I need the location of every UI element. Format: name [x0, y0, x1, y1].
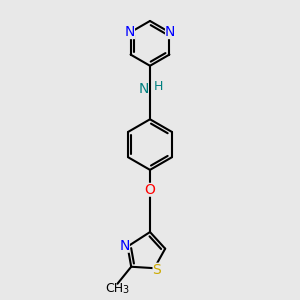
- Text: S: S: [152, 262, 161, 277]
- Text: N: N: [138, 82, 149, 96]
- Text: N: N: [165, 25, 175, 39]
- Text: 3: 3: [122, 285, 128, 295]
- Text: H: H: [153, 80, 163, 93]
- Text: N: N: [125, 25, 135, 39]
- Text: N: N: [119, 239, 130, 253]
- Text: O: O: [145, 183, 155, 197]
- Text: CH: CH: [106, 282, 124, 295]
